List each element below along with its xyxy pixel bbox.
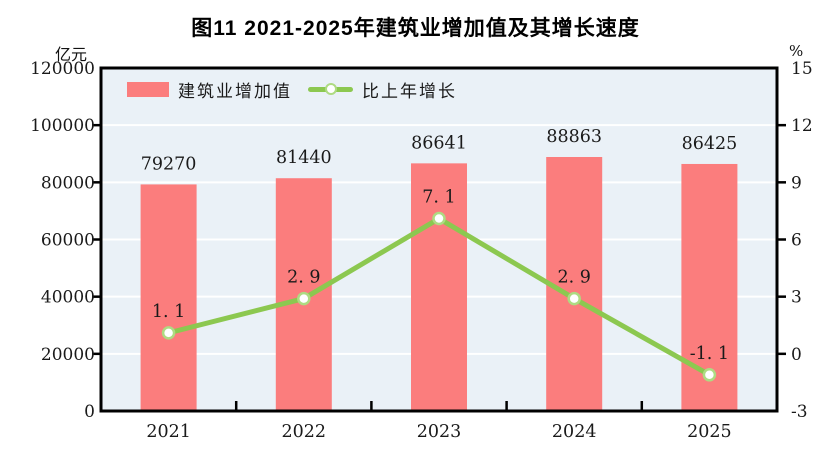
right-axis-unit-label: % <box>789 42 804 60</box>
legend-bar-label: 建筑业增加值 <box>178 81 292 101</box>
line-value-label: 2. 9 <box>287 268 320 288</box>
left-axis-tick-label: 20000 <box>41 345 95 365</box>
x-axis-category-label: 2024 <box>552 422 597 442</box>
x-axis-category-label: 2022 <box>282 422 327 442</box>
right-axis-tick-label: 12 <box>791 116 813 136</box>
right-axis-tick-label: 9 <box>791 173 802 193</box>
x-axis-category-label: 2023 <box>417 422 462 442</box>
bar-2024 <box>546 156 603 411</box>
right-axis-tick-label: 0 <box>791 345 802 365</box>
chart-title: 图11 2021-2025年建筑业增加值及其增长速度 <box>191 17 640 40</box>
x-axis-category-label: 2025 <box>687 422 732 442</box>
right-axis-tick-label: 3 <box>791 288 802 308</box>
bar-2021 <box>140 184 197 411</box>
legend-bar-swatch <box>127 81 169 97</box>
legend-line-swatch <box>308 82 353 97</box>
line-value-label: -1. 1 <box>690 344 729 364</box>
left-axis-tick-label: 120000 <box>30 59 95 79</box>
line-marker-2021 <box>161 326 176 340</box>
bar-value-label: 86425 <box>682 134 738 154</box>
legend-line-marker-icon <box>325 83 337 95</box>
bar-value-label: 88863 <box>546 127 602 147</box>
right-axis-tick-label: 15 <box>791 59 813 79</box>
legend-line-label: 比上年增长 <box>362 81 457 101</box>
bar-2023 <box>411 163 467 411</box>
line-marker-2023 <box>432 211 446 226</box>
right-axis-tick-label: 6 <box>791 231 802 251</box>
left-axis-tick-label: 60000 <box>41 231 95 251</box>
line-marker-2024 <box>567 291 581 306</box>
bar-value-label: 81440 <box>276 148 332 168</box>
plot-frame <box>99 66 779 413</box>
left-axis-tick-label: 100000 <box>30 116 95 136</box>
x-axis-category-label: 2021 <box>146 422 191 442</box>
left-axis-tick-label: 0 <box>84 402 95 422</box>
line-value-label: 2. 9 <box>557 268 590 288</box>
line-marker-2022 <box>297 291 311 306</box>
bar-value-label: 79270 <box>141 154 197 174</box>
legend: 建筑业增加值 比上年增长 <box>127 80 457 101</box>
line-value-label: 1. 1 <box>152 302 185 322</box>
line-marker-2025 <box>702 368 717 382</box>
right-axis-tick-label: -3 <box>791 402 808 422</box>
left-axis-unit-label: 亿元 <box>55 47 88 64</box>
bar-value-label: 86641 <box>411 133 467 153</box>
line-value-label: 7. 1 <box>422 188 455 208</box>
left-axis-tick-label: 80000 <box>41 173 95 193</box>
left-axis-tick-label: 40000 <box>41 288 95 308</box>
